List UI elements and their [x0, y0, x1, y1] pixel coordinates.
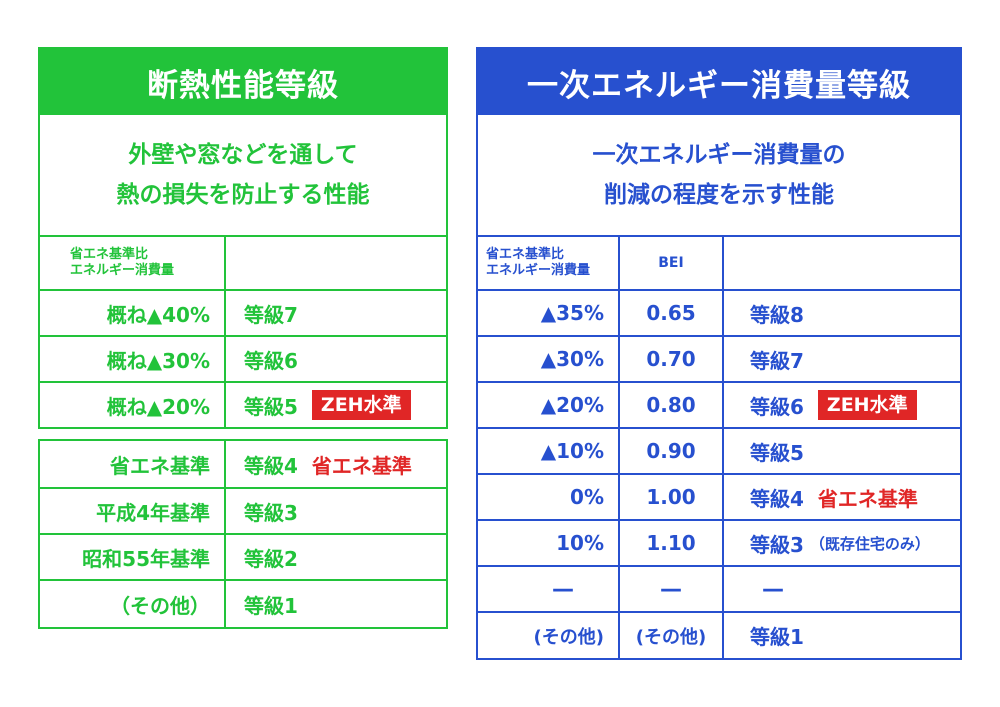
energy-grade: — — [762, 576, 784, 602]
energy-col-header-bei: BEI — [658, 255, 684, 271]
energy-bei: 0.65 — [646, 301, 696, 325]
energy-grade: 等級1 — [750, 625, 804, 649]
insulation-lower-panel: 省エネ基準 等級4 省エネ基準 平成4年基準 等級3 昭和55年基準 等級2 （… — [38, 439, 448, 629]
insulation-grade: 等級5 — [244, 394, 298, 419]
energy-ratio: 10% — [556, 531, 604, 555]
energy-description: 一次エネルギー消費量の 削減の程度を示す性能 — [478, 115, 960, 235]
insulation-ratio: 概ね▲20% — [106, 394, 210, 419]
energy-bei: — — [660, 576, 682, 602]
table-row: (その他) (その他) 等級1 — [478, 611, 960, 658]
energy-ratio: 0% — [570, 485, 604, 509]
energy-standard-tag: 省エネ基準 — [311, 453, 412, 478]
existing-homes-note: （既存住宅のみ） — [809, 534, 930, 553]
insulation-ratio: 概ね▲40% — [106, 302, 210, 327]
energy-ratio: ▲20% — [540, 393, 604, 417]
energy-grade-cell: 等級6 ZEH水準 — [750, 383, 962, 427]
table-row: 概ね▲30% 等級6 — [40, 335, 446, 381]
insulation-grade: 等級3 — [244, 500, 298, 525]
zeh-badge: ZEH水準 — [311, 390, 411, 420]
insulation-grade: 等級1 — [244, 593, 298, 618]
table-row: 概ね▲20% 等級5 ZEH水準 — [40, 381, 446, 427]
energy-ratio: ▲35% — [540, 301, 604, 325]
table-row: 平成4年基準 等級3 — [40, 487, 446, 533]
energy-bei: 0.80 — [646, 393, 696, 417]
energy-bei: 1.00 — [646, 485, 696, 509]
energy-ratio: ▲30% — [540, 347, 604, 371]
energy-grade: 等級5 — [750, 440, 804, 465]
table-row: 概ね▲40% 等級7 — [40, 289, 446, 335]
energy-bei: 1.10 — [646, 531, 696, 555]
energy-col-header-line1: 省エネ基準比 — [486, 247, 565, 262]
energy-bei: (その他) — [635, 626, 707, 648]
insulation-col-header: 省エネ基準比 エネルギー消費量 — [70, 237, 220, 289]
energy-grade: 等級4 — [750, 486, 804, 511]
zeh-badge: ZEH水準 — [817, 390, 917, 420]
table-row: 省エネ基準 等級4 省エネ基準 — [40, 441, 446, 487]
energy-column-divider-2 — [722, 235, 724, 658]
insulation-header-row: 省エネ基準比 エネルギー消費量 — [40, 235, 446, 289]
energy-ratio: ▲10% — [540, 439, 604, 463]
energy-title: 一次エネルギー消費量等級 — [478, 49, 960, 115]
energy-col-header: 省エネ基準比 エネルギー消費量 — [486, 237, 616, 289]
insulation-description: 外壁や窓などを通して 熱の損失を防止する性能 — [40, 115, 446, 235]
energy-header-row: 省エネ基準比 エネルギー消費量 BEI — [478, 235, 960, 289]
energy-grade-cell: 等級4 省エネ基準 — [750, 475, 962, 519]
energy-panel: 一次エネルギー消費量等級 一次エネルギー消費量の 削減の程度を示す性能 省エネ基… — [476, 47, 962, 660]
energy-desc-line2: 削減の程度を示す性能 — [604, 182, 834, 208]
energy-ratio: (その他) — [533, 626, 604, 648]
energy-grade: 等級7 — [750, 348, 804, 373]
insulation-desc-line2: 熱の損失を防止する性能 — [116, 182, 370, 208]
energy-bei: 0.90 — [646, 439, 696, 463]
insulation-standard-label: 省エネ基準 — [110, 453, 210, 478]
energy-ratio: — — [552, 576, 574, 602]
energy-column-divider-1 — [618, 235, 620, 658]
insulation-standard-label: 平成4年基準 — [96, 500, 210, 525]
table-row: ▲10% 0.90 等級5 — [478, 427, 960, 473]
insulation-desc-line1: 外壁や窓などを通して — [128, 142, 358, 168]
energy-grade: 等級8 — [750, 302, 804, 327]
energy-grade-cell: 等級3 （既存住宅のみ） — [750, 521, 962, 565]
insulation-grade: 等級4 — [244, 453, 298, 478]
insulation-column-divider — [224, 235, 226, 427]
insulation-standard-label: （その他） — [110, 593, 210, 618]
energy-col-header-line2: エネルギー消費量 — [486, 263, 591, 278]
energy-desc-line1: 一次エネルギー消費量の — [592, 142, 846, 168]
table-row: 0% 1.00 等級4 省エネ基準 — [478, 473, 960, 519]
insulation-title: 断熱性能等級 — [40, 49, 446, 115]
insulation-col-header-line2: エネルギー消費量 — [70, 263, 175, 278]
energy-grade: 等級3 — [750, 532, 804, 557]
table-row: — — — — [478, 565, 960, 611]
table-row: ▲20% 0.80 等級6 ZEH水準 — [478, 381, 960, 427]
insulation-ratio: 概ね▲30% — [106, 348, 210, 373]
insulation-grade: 等級2 — [244, 546, 298, 571]
table-row: （その他） 等級1 — [40, 579, 446, 627]
insulation-grade-cell: 等級5 ZEH水準 — [244, 383, 448, 427]
insulation-standard-label: 昭和55年基準 — [82, 546, 210, 571]
insulation-col-header-line1: 省エネ基準比 — [70, 247, 149, 262]
energy-grade: 等級6 — [750, 394, 804, 419]
insulation-grade: 等級7 — [244, 302, 298, 327]
insulation-grade-cell: 等級4 省エネ基準 — [244, 441, 448, 487]
table-row: ▲30% 0.70 等級7 — [478, 335, 960, 381]
table-row: 10% 1.10 等級3 （既存住宅のみ） — [478, 519, 960, 565]
energy-standard-tag: 省エネ基準 — [817, 486, 918, 511]
table-row: ▲35% 0.65 等級8 — [478, 289, 960, 335]
insulation-grade: 等級6 — [244, 348, 298, 373]
insulation-panel: 断熱性能等級 外壁や窓などを通して 熱の損失を防止する性能 省エネ基準比 エネル… — [38, 47, 448, 429]
table-row: 昭和55年基準 等級2 — [40, 533, 446, 579]
energy-bei: 0.70 — [646, 347, 696, 371]
